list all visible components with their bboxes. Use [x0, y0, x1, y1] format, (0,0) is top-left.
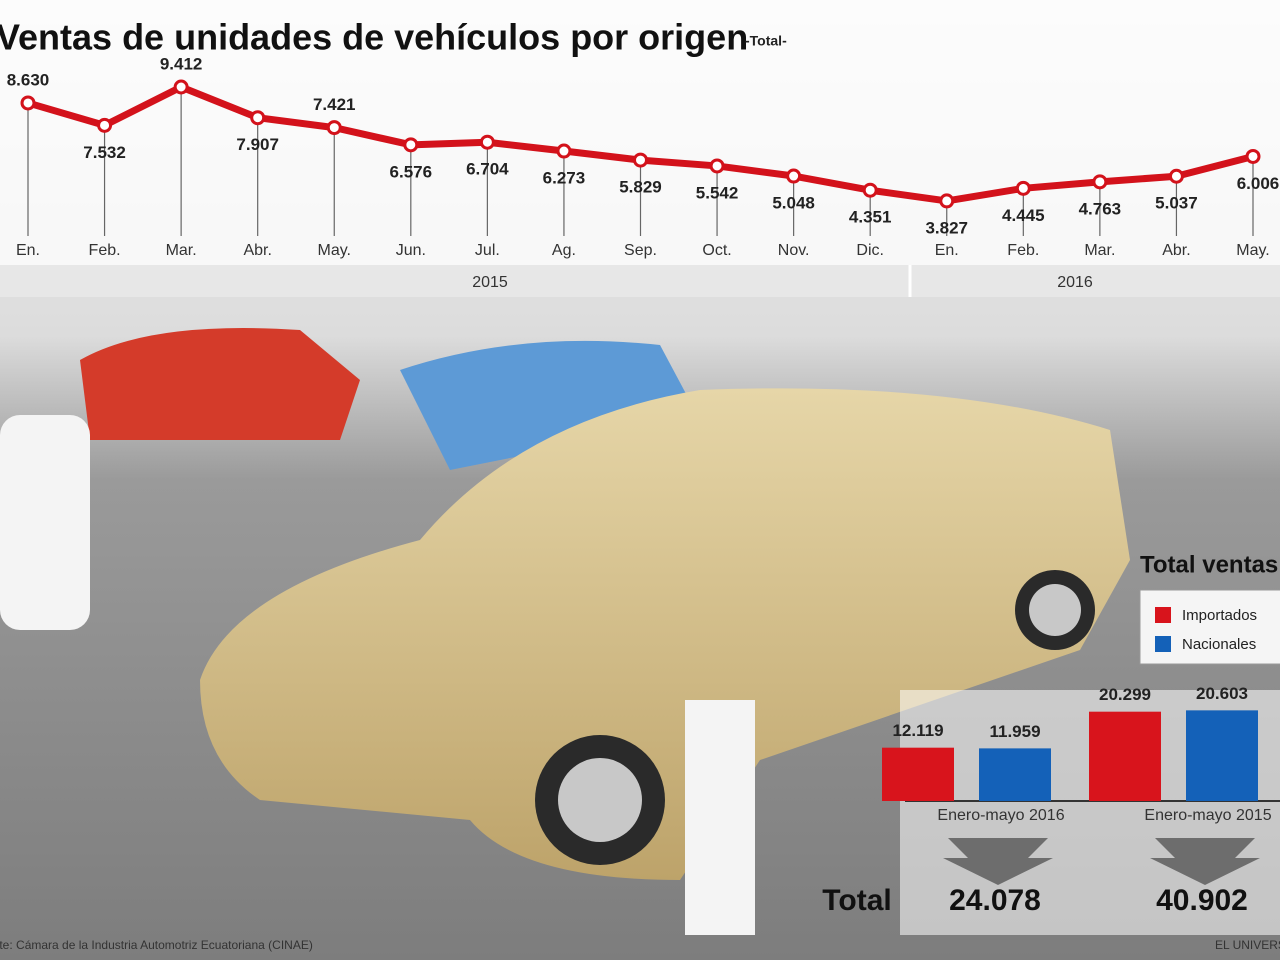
- value-label: 5.048: [772, 194, 815, 213]
- x-tick-label: Dic.: [856, 242, 884, 259]
- total-value: 40.902: [1156, 884, 1248, 917]
- value-label: 6.006: [1237, 174, 1280, 193]
- x-tick-label: Oct.: [702, 242, 731, 259]
- group-label: 2016: [1057, 274, 1093, 291]
- photo-kiosk: [0, 415, 90, 630]
- x-tick-label: En.: [16, 242, 40, 259]
- x-tick-label: Abr.: [243, 242, 271, 259]
- x-tick-label: Jun.: [396, 242, 426, 259]
- value-label: 4.763: [1079, 199, 1122, 218]
- point: [786, 168, 802, 184]
- photo-rim: [558, 758, 642, 842]
- x-tick-label: Nov.: [778, 242, 810, 259]
- value-label: 6.273: [543, 169, 586, 188]
- brand: EL UNIVERSO: [1215, 938, 1280, 952]
- point: [633, 152, 648, 168]
- value-label: 7.532: [83, 143, 126, 162]
- value-label: 11.959: [989, 722, 1040, 741]
- chart-title: Ventas de unidades de vehículos por orig…: [0, 17, 748, 58]
- point: [479, 134, 495, 150]
- point: [939, 193, 955, 209]
- x-tick-label: May.: [318, 242, 351, 259]
- x-tick-label: Enero-mayo 2016: [937, 807, 1064, 824]
- value-label: 4.445: [1002, 206, 1045, 225]
- value-label: 12.119: [892, 721, 943, 740]
- point: [326, 120, 342, 136]
- x-tick-label: Sep.: [624, 242, 657, 259]
- total-value: 24.078: [949, 884, 1041, 917]
- value-label: 6.576: [390, 162, 433, 181]
- x-tick-label: May.: [1236, 242, 1269, 259]
- year-band: [0, 265, 1280, 297]
- point: [709, 158, 725, 174]
- x-tick-label: Mar.: [1084, 242, 1115, 259]
- point: [1015, 180, 1031, 196]
- point: [173, 79, 189, 95]
- group-label: 2015: [472, 274, 508, 291]
- value-label: 6.704: [466, 160, 509, 179]
- value-label: 4.351: [849, 208, 892, 227]
- x-tick-label: En.: [935, 242, 959, 259]
- bar: [1186, 710, 1258, 801]
- photo-blue-car: [400, 340, 700, 470]
- value-label: 7.421: [313, 95, 356, 114]
- value-label: 5.829: [619, 178, 662, 197]
- point: [556, 143, 572, 159]
- x-tick-label: Abr.: [1162, 242, 1190, 259]
- value-label: 7.907: [236, 135, 279, 154]
- point: [862, 182, 878, 198]
- x-tick-label: Jul.: [475, 242, 500, 259]
- x-tick-label: Feb.: [1007, 242, 1039, 259]
- bar: [979, 748, 1051, 801]
- bar-title: Total ventas: [1140, 551, 1278, 578]
- value-label: 20.299: [1099, 685, 1151, 704]
- source: Fuente: Cámara de la Industria Automotri…: [0, 938, 313, 952]
- value-label: 5.542: [696, 183, 739, 202]
- photo-car: [200, 388, 1130, 880]
- photo-rim: [1029, 584, 1081, 636]
- point: [20, 95, 36, 111]
- value-label: 9.412: [160, 54, 203, 73]
- arrow: [1150, 838, 1260, 885]
- legend-swatch: [1155, 636, 1171, 652]
- photo-stand: [685, 700, 755, 935]
- x-tick-label: Feb.: [89, 242, 121, 259]
- point: [1168, 168, 1184, 184]
- arrow: [943, 838, 1053, 885]
- x-tick-label: Mar.: [166, 242, 197, 259]
- x-tick-label: Ag.: [552, 242, 576, 259]
- point: [403, 137, 419, 153]
- chart-subtitle: -Total-: [745, 33, 787, 49]
- value-label: 20.603: [1196, 684, 1248, 703]
- x-tick-label: Enero-mayo 2015: [1144, 807, 1271, 824]
- bar: [1089, 711, 1161, 801]
- legend-label: Importados: [1182, 607, 1257, 624]
- bar: [882, 747, 954, 801]
- value-label: 3.827: [925, 218, 968, 237]
- legend-swatch: [1155, 607, 1171, 623]
- point: [250, 110, 266, 126]
- legend-label: Nacionales: [1182, 636, 1256, 653]
- total-label: Total: [822, 884, 891, 917]
- photo-red-car: [80, 328, 360, 440]
- value-label: 5.037: [1155, 194, 1198, 213]
- point: [1245, 148, 1261, 164]
- point: [1092, 174, 1108, 190]
- point: [97, 117, 113, 133]
- value-label: 8.630: [7, 70, 50, 89]
